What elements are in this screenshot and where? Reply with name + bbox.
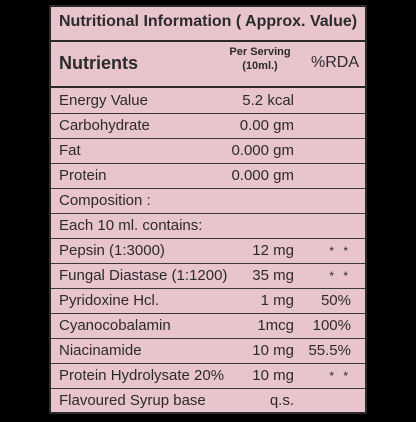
ingredient-row: Pyridoxine Hcl. 1 mg 50% bbox=[51, 289, 365, 314]
ingredient-rda: 100% bbox=[312, 317, 351, 334]
ingredient-name: Cyanocobalamin bbox=[59, 317, 171, 334]
ingredient-row: Flavoured Syrup base q.s. bbox=[51, 389, 365, 414]
ingredient-amount: 1mcg bbox=[257, 317, 294, 334]
ingredient-row: Niacinamide 10 mg 55.5% bbox=[51, 339, 365, 364]
composition-row: Composition : bbox=[51, 189, 365, 214]
nutrient-name: Energy Value bbox=[59, 92, 148, 109]
nutrient-amount: 0.000 gm bbox=[231, 142, 294, 159]
header-per-serving-line2: (10ml.) bbox=[242, 60, 278, 72]
nutrient-row: Energy Value 5.2 kcal bbox=[51, 89, 365, 114]
nutrient-name: Carbohydrate bbox=[59, 117, 150, 134]
nutrient-amount: 0.00 gm bbox=[239, 117, 294, 134]
ingredient-rda: 55.5% bbox=[308, 342, 351, 359]
ingredient-name: Niacinamide bbox=[59, 342, 142, 359]
ingredient-name: Pepsin (1:3000) bbox=[59, 242, 165, 259]
header-per-serving-line1: Per Serving bbox=[229, 46, 291, 58]
panel-title: Nutritional Information ( Approx. Value) bbox=[59, 13, 358, 30]
ingredient-name: Pyridoxine Hcl. bbox=[59, 292, 160, 309]
header-rda: %RDA bbox=[311, 54, 360, 71]
ingredient-amount: 12 mg bbox=[252, 242, 294, 259]
ingredient-amount: 10 mg bbox=[252, 342, 294, 359]
composition-label: Composition : bbox=[59, 192, 151, 209]
ingredient-row: Protein Hydrolysate 20% 10 mg * * bbox=[51, 364, 365, 389]
ingredient-name: Protein Hydrolysate 20% bbox=[59, 367, 225, 384]
ingredient-row: Fungal Diastase (1:1200) 35 mg * * bbox=[51, 264, 365, 289]
nutrient-amount: 5.2 kcal bbox=[242, 92, 294, 109]
nutrient-row: Protein 0.000 gm bbox=[51, 164, 365, 189]
ingredient-amount: 35 mg bbox=[252, 267, 294, 284]
ingredient-name: Fungal Diastase (1:1200) bbox=[59, 267, 228, 284]
ingredient-rda: * * bbox=[329, 369, 351, 383]
nutrient-row: Carbohydrate 0.00 gm bbox=[51, 114, 365, 139]
ingredient-name: Flavoured Syrup base bbox=[59, 392, 206, 409]
nutrient-name: Protein bbox=[59, 167, 107, 184]
header-divider bbox=[51, 86, 365, 88]
nutrition-panel: Nutritional Information ( Approx. Value)… bbox=[49, 5, 367, 414]
ingredient-rda: 50% bbox=[320, 292, 351, 309]
composition-row: Each 10 ml. contains: bbox=[51, 214, 365, 239]
ingredient-rda: * * bbox=[329, 269, 351, 283]
nutrient-row: Fat 0.000 gm bbox=[51, 139, 365, 164]
ingredient-amount: q.s. bbox=[269, 392, 294, 409]
ingredient-rda: * * bbox=[329, 244, 351, 258]
nutrient-amount: 0.000 gm bbox=[231, 167, 294, 184]
header-per-serving: Per Serving (10ml.) bbox=[227, 45, 293, 73]
ingredient-amount: 1 mg bbox=[260, 292, 294, 309]
composition-label: Each 10 ml. contains: bbox=[59, 217, 203, 234]
ingredient-row: Cyanocobalamin 1mcg 100% bbox=[51, 314, 365, 339]
ingredient-amount: 10 mg bbox=[252, 367, 294, 384]
nutrient-name: Fat bbox=[59, 142, 81, 159]
ingredient-row: Pepsin (1:3000) 12 mg * * bbox=[51, 239, 365, 264]
title-divider bbox=[51, 40, 365, 42]
header-nutrients: Nutrients bbox=[59, 53, 139, 73]
